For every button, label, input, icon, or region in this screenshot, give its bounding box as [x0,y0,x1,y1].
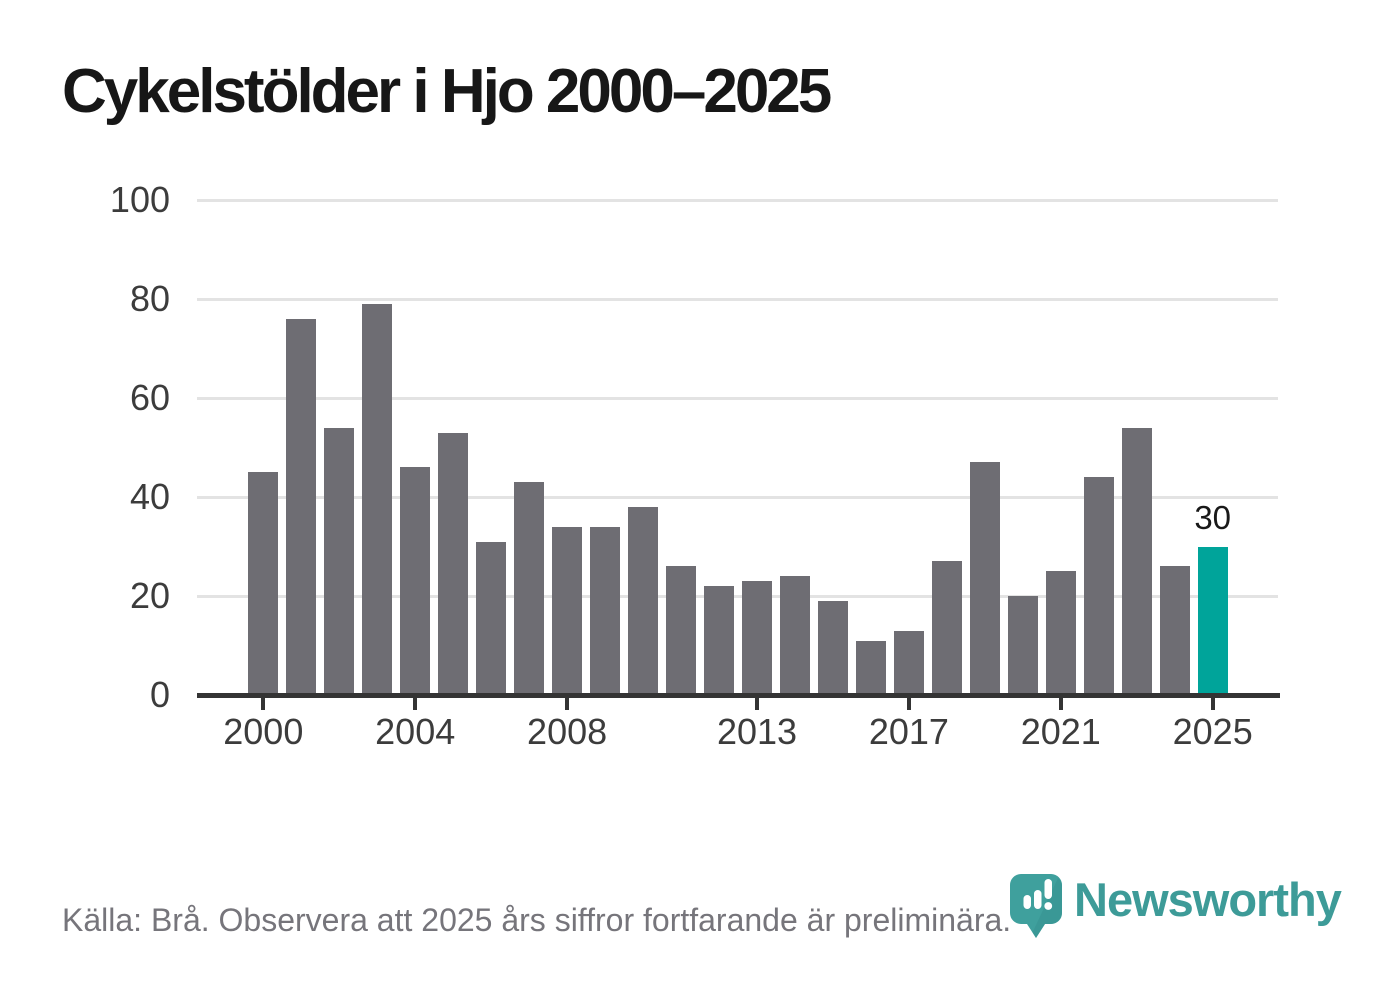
bar-2016 [855,640,886,695]
bar-2009 [590,526,621,695]
bar-2004 [400,467,431,695]
y-axis-label: 100 [109,179,170,220]
newsworthy-logo: Newsworthy [1010,873,1342,940]
x-axis-tick [1058,697,1063,710]
bar-2003 [362,303,393,695]
bar-2020 [1007,596,1038,695]
x-axis-label: 2021 [1020,711,1101,752]
bar-2010 [628,506,659,695]
bar-2002 [324,427,355,695]
y-axis-label: 40 [129,476,170,517]
x-axis-label: 2013 [716,711,798,752]
gridline [197,297,1278,301]
x-axis-label: 2008 [527,711,608,752]
x-axis-tick [413,697,418,710]
gridline [197,495,1278,499]
bar-2025 [1197,546,1228,695]
bar-2022 [1083,477,1114,695]
bar-2023 [1121,427,1152,695]
bar-2013 [741,581,772,695]
bar-2006 [476,541,507,695]
x-axis-tick [754,697,759,710]
bar-2024 [1159,566,1190,695]
y-axis-label: 80 [129,278,170,319]
bar-2019 [969,462,1000,695]
newsworthy-pin-icon [1010,874,1062,938]
bar-2021 [1045,571,1076,695]
x-axis-line [197,693,1280,698]
bar-2000 [248,472,279,695]
bar-2017 [893,630,924,695]
bar-2015 [817,600,848,695]
gridline [197,396,1278,400]
x-axis-tick [906,697,911,710]
bar-2005 [438,432,469,695]
y-axis-label: 0 [149,674,170,715]
bar-2008 [552,526,583,695]
y-axis-label: 20 [129,575,170,616]
bar-2018 [931,561,962,695]
newsworthy-wordmark: Newsworthy [1074,873,1342,926]
gridline [197,198,1278,202]
gridline [197,594,1278,598]
x-axis-tick [1210,697,1215,710]
x-axis-tick [261,697,266,710]
y-axis-label: 60 [129,377,170,418]
bar-2001 [286,318,317,695]
bar-2014 [779,576,810,695]
x-axis-tick [565,697,570,710]
x-axis-label: 2004 [375,711,456,752]
chart-title: Cykelstölder i Hjo 2000–2025 [62,57,832,126]
x-axis-label: 2025 [1172,711,1253,752]
x-axis-label: 2000 [223,711,304,752]
highlight-value-label: 30 [1194,498,1232,536]
source-note: Källa: Brå. Observera att 2025 års siffr… [62,902,1012,938]
x-axis-label: 2017 [868,711,949,752]
bar-2007 [514,482,545,695]
bar-2011 [666,566,697,695]
bar-2012 [704,586,734,695]
